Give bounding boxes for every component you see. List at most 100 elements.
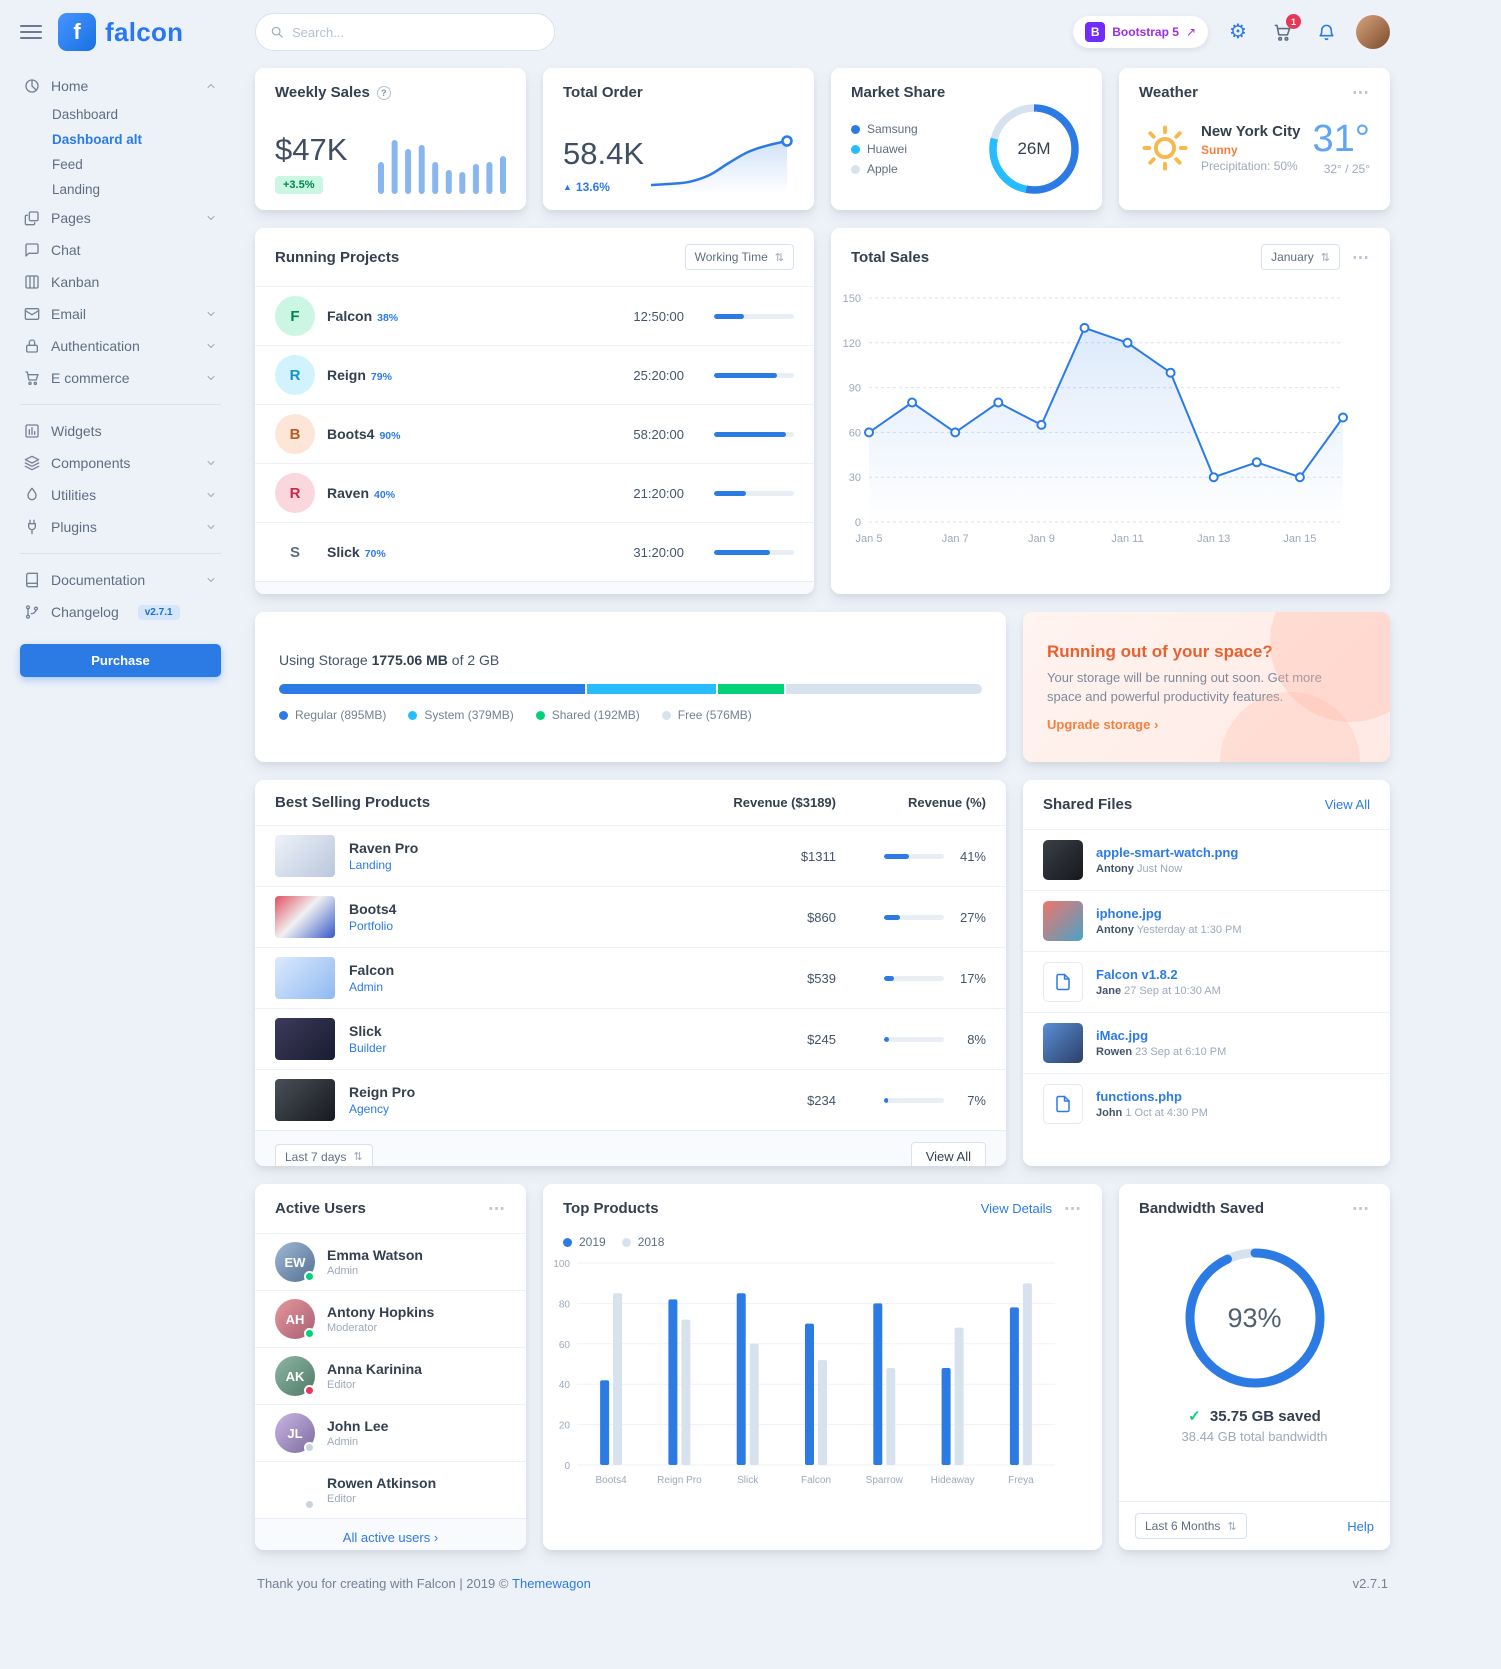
sidebar-item-dashboard-alt[interactable]: Dashboard alt bbox=[52, 132, 143, 147]
view-all-files-link[interactable]: View All bbox=[1324, 797, 1370, 812]
user-avatar[interactable] bbox=[1356, 15, 1390, 49]
upgrade-storage-link[interactable]: Upgrade storage › bbox=[1047, 716, 1159, 732]
space-warning-card: Running out of your space? Your storage … bbox=[1023, 612, 1390, 762]
user-row: JL John Lee Admin bbox=[255, 1404, 526, 1461]
purchase-button[interactable]: Purchase bbox=[20, 644, 221, 677]
card-menu-button[interactable]: ⋯ bbox=[1352, 247, 1370, 267]
view-all-button[interactable]: View All bbox=[910, 1142, 986, 1166]
legend-dot bbox=[661, 710, 671, 720]
legend-label: System (379MB) bbox=[424, 708, 514, 722]
user-name-link[interactable]: Antony Hopkins bbox=[327, 1304, 435, 1320]
product-category-link[interactable]: Agency bbox=[349, 1102, 390, 1116]
project-avatar: B bbox=[275, 414, 315, 454]
project-percent: 79% bbox=[370, 371, 392, 383]
sidebar-item-dashboard[interactable]: Dashboard bbox=[52, 107, 119, 122]
project-time: 25:20:00 bbox=[633, 367, 684, 383]
sidebar-item-home[interactable]: Home bbox=[20, 70, 221, 102]
user-name-link[interactable]: John Lee bbox=[327, 1418, 389, 1434]
notifications-button[interactable] bbox=[1312, 18, 1340, 46]
sidebar-item-ecommerce[interactable]: E commerce bbox=[20, 362, 221, 394]
cart-button[interactable]: 1 bbox=[1268, 14, 1301, 46]
all-active-users-link[interactable]: All active users › bbox=[342, 1530, 439, 1545]
svg-text:0: 0 bbox=[855, 517, 861, 529]
month-select[interactable]: January ⇅ bbox=[1261, 244, 1340, 270]
sidebar-item-documentation[interactable]: Documentation bbox=[20, 564, 221, 596]
legend-item-shared: Shared (192MB) bbox=[535, 708, 640, 722]
sidebar-item-utilities[interactable]: Utilities bbox=[20, 479, 221, 511]
product-category-link[interactable]: Portfolio bbox=[349, 919, 394, 933]
user-name-link[interactable]: Anna Karinina bbox=[327, 1361, 422, 1377]
code-branch-icon bbox=[25, 605, 39, 619]
product-revenue: $860 bbox=[807, 909, 836, 925]
card-menu-button[interactable]: ⋯ bbox=[1352, 83, 1370, 102]
sidebar-item-components[interactable]: Components bbox=[20, 447, 221, 479]
card-menu-button[interactable]: ⋯ bbox=[488, 1199, 506, 1218]
search-input[interactable] bbox=[292, 24, 540, 40]
file-name-link[interactable]: Falcon v1.8.2 bbox=[1096, 967, 1178, 982]
project-name-link[interactable]: Boots4 bbox=[327, 426, 375, 442]
svg-text:100: 100 bbox=[553, 1259, 570, 1270]
card-menu-button[interactable]: ⋯ bbox=[1064, 1199, 1082, 1218]
space-warning-title: Running out of your space? bbox=[1047, 642, 1273, 662]
storage-segment-system bbox=[586, 684, 716, 694]
user-name-link[interactable]: Rowen Atkinson bbox=[327, 1475, 437, 1491]
last-6-months-select[interactable]: Last 6 Months ⇅ bbox=[1135, 1513, 1247, 1539]
top-products-bar-chart: 0 20 40 60 80 100 Boots4 Reign Pro Slick Falcon Sp… bbox=[543, 1255, 1102, 1495]
sidebar-item-changelog[interactable]: Changelog v2.7.1 bbox=[20, 596, 221, 628]
sidebar-item-widgets[interactable]: Widgets bbox=[20, 415, 221, 447]
product-category-link[interactable]: Builder bbox=[349, 1041, 387, 1055]
project-name-link[interactable]: Falcon bbox=[327, 308, 373, 324]
user-name-link[interactable]: Emma Watson bbox=[327, 1247, 423, 1263]
top-navbar: f falcon B Bootstrap 5 ↗ ⚙ 1 bbox=[0, 0, 1501, 64]
view-details-link[interactable]: View Details bbox=[980, 1201, 1052, 1216]
file-author: John bbox=[1096, 1107, 1123, 1119]
shared-files-card: Shared Files View All apple-smart-watch.… bbox=[1023, 780, 1390, 1166]
sidebar-item-authentication[interactable]: Authentication bbox=[20, 330, 221, 362]
search-box[interactable] bbox=[255, 13, 555, 51]
legend-dot bbox=[851, 144, 860, 154]
sidebar-item-label: Utilities bbox=[51, 487, 97, 503]
sidebar-item-email[interactable]: Email bbox=[20, 298, 221, 330]
svg-text:80: 80 bbox=[559, 1299, 571, 1310]
help-icon[interactable]: ? bbox=[376, 85, 391, 100]
sidebar-item-pages[interactable]: Pages bbox=[20, 202, 221, 234]
last-7-days-select[interactable]: Last 7 days ⇅ bbox=[275, 1143, 373, 1166]
sidebar-item-plugins[interactable]: Plugins bbox=[20, 511, 221, 543]
show-all-projects-link[interactable]: Show all projects › bbox=[481, 593, 587, 594]
weather-card: Weather ⋯ New York City Sunny Precipitat… bbox=[1119, 68, 1390, 210]
sidebar-item-feed[interactable]: Feed bbox=[52, 157, 83, 172]
file-name-link[interactable]: iphone.jpg bbox=[1096, 906, 1162, 921]
sidebar-item-landing[interactable]: Landing bbox=[52, 182, 101, 197]
themewagon-link[interactable]: Themewagon bbox=[512, 1576, 591, 1591]
product-category-link[interactable]: Landing bbox=[349, 858, 392, 872]
svg-text:60: 60 bbox=[559, 1340, 571, 1351]
project-name-link[interactable]: Slick bbox=[327, 544, 360, 560]
file-time: Yesterday at 1:30 PM bbox=[1136, 924, 1242, 936]
legend-label: Huawei bbox=[867, 142, 908, 156]
project-name-link[interactable]: Reign bbox=[327, 367, 366, 383]
file-name-link[interactable]: functions.php bbox=[1096, 1089, 1182, 1104]
settings-gear-button[interactable]: ⚙ bbox=[1224, 18, 1252, 46]
sidebar: Home Dashboard Dashboard alt Feed Landin… bbox=[0, 64, 235, 697]
user-row: AK Anna Karinina Editor bbox=[255, 1347, 526, 1404]
product-category-link[interactable]: Admin bbox=[349, 980, 384, 994]
sidebar-item-chat[interactable]: Chat bbox=[20, 234, 221, 266]
product-revenue: $234 bbox=[807, 1092, 836, 1108]
help-link[interactable]: Help bbox=[1347, 1518, 1374, 1534]
file-name-link[interactable]: iMac.jpg bbox=[1096, 1028, 1149, 1043]
weather-city: New York City bbox=[1201, 122, 1301, 140]
total-sales-line-chart: 0 30 60 90 120 150 Jan 5 Jan 7 Jan 9 Jan 11 Jan 13… bbox=[831, 286, 1390, 554]
project-name-link[interactable]: Raven bbox=[327, 485, 370, 501]
chevron-down-icon bbox=[207, 493, 215, 497]
sidebar-toggle-button[interactable] bbox=[20, 21, 42, 43]
brand-logo[interactable]: f falcon bbox=[58, 13, 183, 51]
working-time-select[interactable]: Working Time ⇅ bbox=[684, 244, 794, 270]
best-selling-header-row: Best Selling Products Revenue ($3189) Re… bbox=[255, 780, 1006, 825]
card-menu-button[interactable]: ⋯ bbox=[1352, 1199, 1370, 1218]
falcon-logo-icon: f bbox=[58, 13, 96, 51]
sidebar-item-kanban[interactable]: Kanban bbox=[20, 266, 221, 298]
bootstrap5-badge-button[interactable]: B Bootstrap 5 ↗ bbox=[1073, 16, 1208, 48]
project-time: 12:50:00 bbox=[633, 308, 684, 324]
file-name-link[interactable]: apple-smart-watch.png bbox=[1096, 845, 1239, 860]
chat-icon bbox=[25, 243, 39, 257]
